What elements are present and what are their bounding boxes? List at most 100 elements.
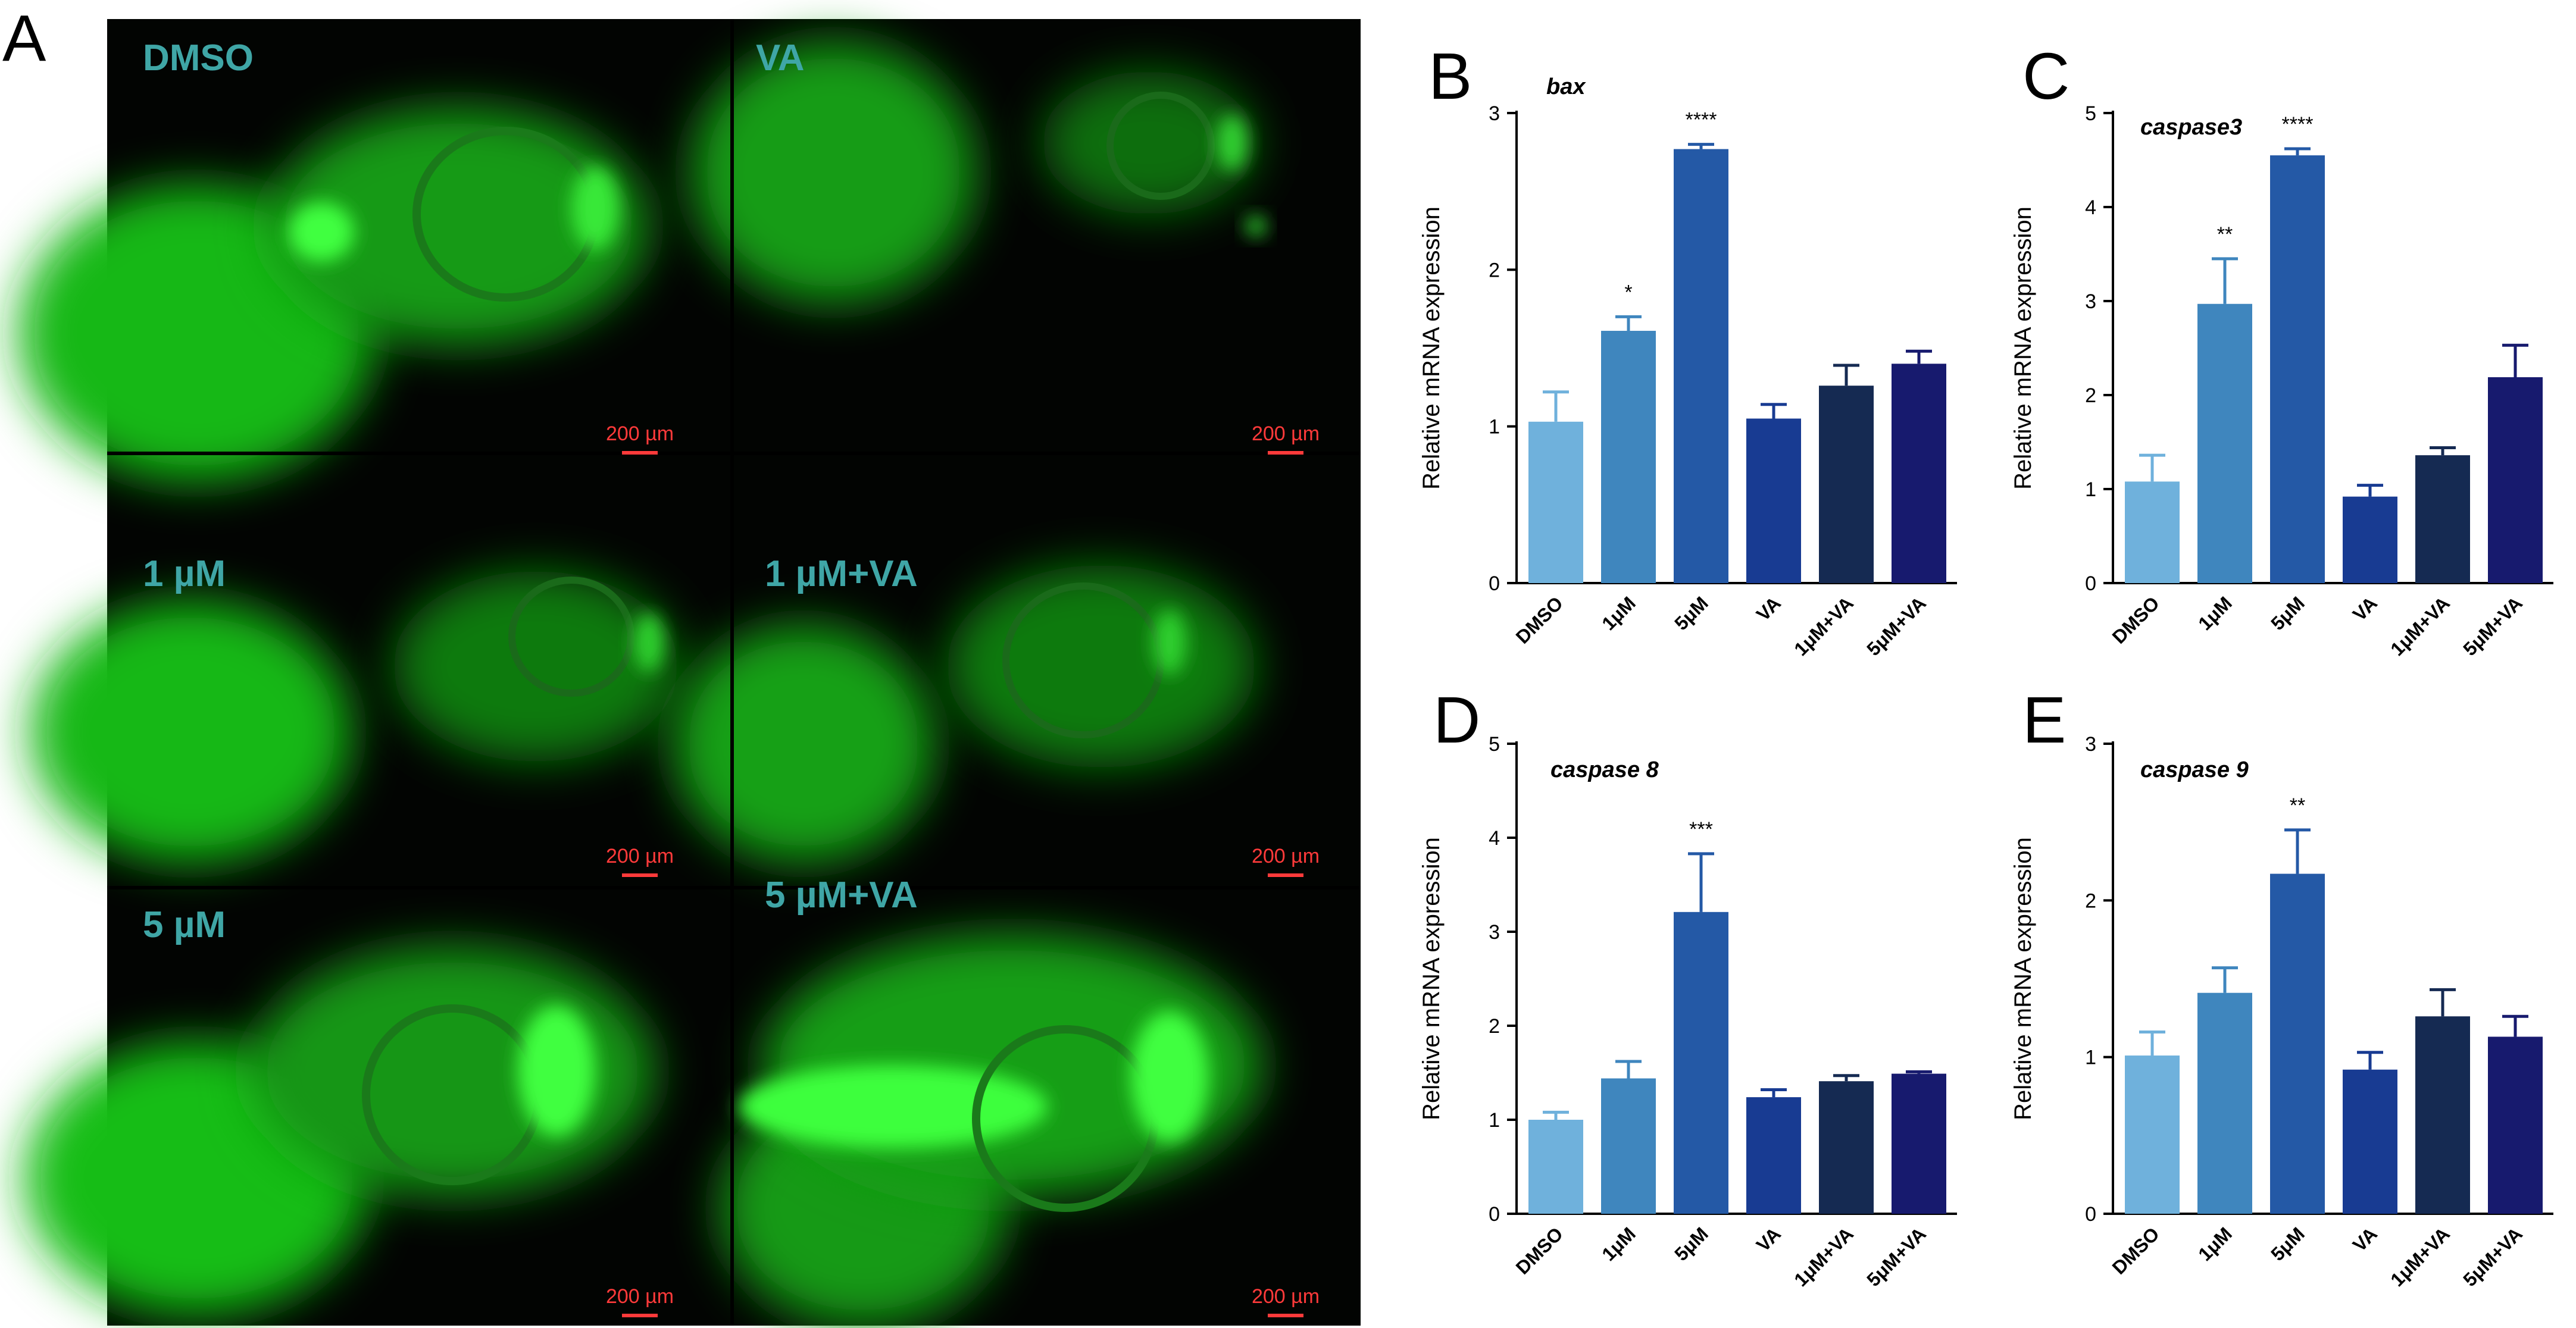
fluorescence-head (946, 565, 1256, 768)
bar (1892, 364, 1946, 583)
y-tick-label: 0 (2085, 1203, 2096, 1226)
y-axis-label: Relative mRNA expression (1418, 206, 1445, 490)
fluorescence-rim (1153, 610, 1186, 675)
bar (1746, 1097, 1801, 1214)
x-tick-label: 5μM (1670, 592, 1712, 634)
x-tick-label: 5μM+VA (2459, 1223, 2527, 1291)
scale-bar (622, 451, 658, 455)
y-tick-label: 3 (2085, 733, 2096, 756)
y-tick-label: 4 (1489, 827, 1500, 850)
fluorescence-dot (1245, 215, 1267, 237)
bar (2270, 155, 2325, 584)
microscopy-grid: DMSO VA 1 µM 1 µM+VA 5 µM 5 µM+VA 200 µm… (18, 19, 1361, 1327)
bar (2343, 1069, 2397, 1214)
scale-bar (622, 873, 658, 877)
fluorescence-bright-spot (1131, 1011, 1208, 1142)
x-tick-label: 1μM+VA (1790, 1223, 1858, 1291)
microscopy-image-1um-va (673, 565, 1256, 863)
chart-title: caspase3 (2140, 115, 2242, 140)
scale-bar-label: 200 µm (1252, 422, 1320, 445)
chart-title: caspase 9 (2140, 757, 2249, 782)
x-tick-label: VA (2349, 1223, 2381, 1255)
y-axis-label: Relative mRNA expression (2010, 837, 2036, 1120)
panel-letter-a: A (2, 2, 46, 75)
significance-label: ** (2217, 223, 2233, 246)
y-axis-label: Relative mRNA expression (2010, 206, 2036, 490)
x-tick-label: 5μM+VA (1862, 1223, 1930, 1291)
scale-bar-label: 200 µm (606, 845, 674, 867)
fluorescence-eye (508, 577, 634, 697)
bar (2488, 377, 2543, 583)
bar (1674, 912, 1728, 1214)
chart-title: caspase 8 (1550, 757, 1659, 782)
bar (1528, 1120, 1583, 1214)
scale-bar (1268, 1314, 1303, 1317)
bar (2415, 455, 2470, 583)
scale-bar-label: 200 µm (606, 1285, 674, 1308)
panel-letter-e: E (2022, 684, 2066, 757)
bar (1819, 1081, 1874, 1214)
chart-caspase3: caspase3 Relative mRNA expression 0 1 2 3 4 5 DM… (2010, 102, 2553, 660)
bar (2488, 1036, 2543, 1214)
fluorescence-yolk (690, 42, 976, 303)
x-tick-label: 1μM+VA (2386, 592, 2454, 660)
microscopy-label-1um-va: 1 µM+VA (765, 553, 918, 594)
scale-bar (1268, 451, 1303, 455)
x-tick-label: DMSO (2108, 592, 2164, 647)
microscopy-image-1um (30, 571, 679, 863)
fluorescence-rim (1217, 114, 1248, 171)
microscopy-label-dmso: DMSO (143, 37, 254, 79)
scale-bar (622, 1314, 658, 1317)
x-tick-label: VA (2349, 592, 2381, 625)
microscopy-label-1um: 1 µM (143, 553, 226, 594)
y-tick-label: 5 (1489, 733, 1500, 756)
fluorescence-bright-spot (518, 1006, 595, 1136)
y-tick-label: 4 (2085, 196, 2096, 219)
y-tick-label: 2 (2085, 384, 2096, 407)
fluorescence-yolk (673, 625, 934, 863)
microscopy-label-5um: 5 µM (143, 904, 226, 945)
fluorescence-eye (1106, 92, 1215, 200)
x-tick-label: 5μM+VA (2459, 592, 2527, 660)
panel-letter-c: C (2022, 40, 2069, 113)
y-tick-label: 5 (2085, 102, 2096, 125)
bar (2197, 303, 2252, 583)
significance-label: * (1624, 281, 1632, 303)
bar (2415, 1016, 2470, 1214)
y-tick-label: 0 (1489, 1203, 1500, 1226)
panel-letter-d: D (1433, 684, 1480, 757)
x-tick-label: 1μM (2194, 1223, 2236, 1265)
y-tick-label: 1 (2085, 478, 2096, 501)
bar (1674, 149, 1728, 584)
x-tick-label: 1μM+VA (2386, 1223, 2454, 1291)
x-tick-label: 1μM (1598, 592, 1640, 634)
y-tick-label: 3 (1489, 921, 1500, 944)
x-tick-label: 5μM (2266, 592, 2309, 634)
x-tick-label: 5μM (1670, 1223, 1712, 1265)
microscopy-image-dmso (18, 107, 649, 482)
x-tick-label: VA (1752, 1223, 1785, 1255)
microscopy-label-5um-va: 5 µM+VA (765, 875, 918, 916)
microscopy-image-5um (24, 946, 655, 1315)
bar (1528, 421, 1583, 583)
y-tick-label: 1 (1489, 416, 1500, 439)
y-tick-label: 3 (1489, 102, 1500, 125)
y-tick-label: 1 (1489, 1109, 1500, 1132)
fluorescence-yolk (30, 601, 351, 863)
x-tick-label: 1μM (1598, 1223, 1640, 1265)
x-tick-label: 5μM+VA (1862, 592, 1930, 660)
chart-caspase-9: caspase 9 Relative mRNA expression 0 1 2 3 DMS… (2010, 733, 2553, 1291)
significance-label: **** (1686, 109, 1717, 131)
bar (1601, 331, 1656, 583)
bar (2270, 873, 2325, 1214)
bar (1819, 386, 1874, 583)
chart-caspase-8: caspase 8 Relative mRNA expression 0 1 2 3 4 5 D… (1418, 733, 1957, 1291)
y-tick-label: 2 (2085, 889, 2096, 912)
y-tick-label: 3 (2085, 290, 2096, 313)
bar (2343, 496, 2397, 583)
scale-bar-label: 200 µm (1252, 1285, 1320, 1308)
scale-bar (1268, 873, 1303, 877)
bar (2125, 1055, 2180, 1214)
scale-bar-label: 200 µm (1252, 845, 1320, 867)
